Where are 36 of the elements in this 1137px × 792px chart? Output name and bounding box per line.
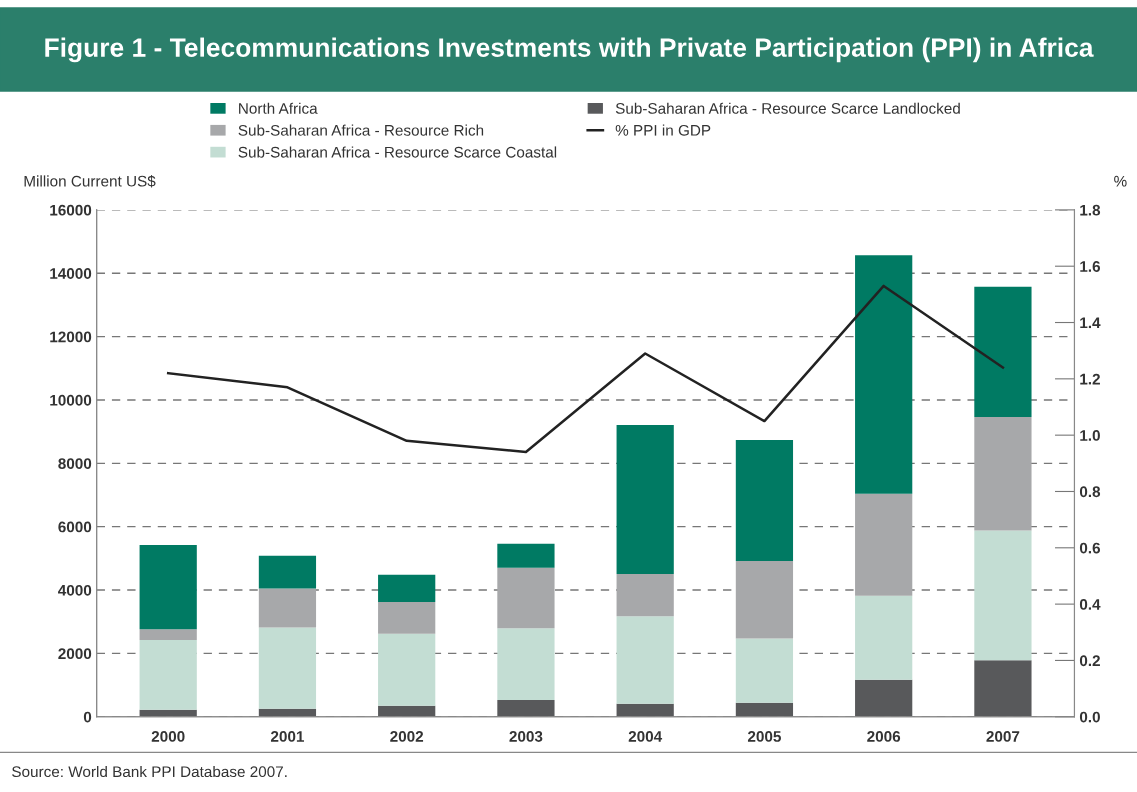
y2-tick-label: 1.6 [1080, 261, 1101, 272]
x-tick-label: 2001 [270, 731, 305, 742]
y-tick-label: 12000 [50, 331, 92, 343]
x-tick-label: 2002 [390, 731, 424, 742]
y2-tick-label: 1.0 [1080, 430, 1100, 441]
y-axis-title: Million Current US$ [24, 175, 156, 188]
y-tick-label: 8000 [58, 458, 92, 470]
x-tick-label: 2006 [867, 731, 901, 742]
y2-tick-label: 1.2 [1080, 373, 1100, 385]
y-tick-label: 16000 [50, 204, 92, 216]
x-tick-label: 2005 [747, 731, 781, 742]
y-tick-label: 4000 [58, 584, 92, 596]
y2-tick-label: 0.6 [1079, 542, 1101, 554]
x-tick-label: 2007 [986, 731, 1020, 742]
legend-label: North Africa [239, 102, 318, 114]
y-tick-label: 2000 [58, 648, 92, 660]
y-tick-label: 14000 [50, 268, 92, 279]
y2-tick-label: 0.2 [1079, 655, 1100, 667]
y2-tick-label: 1.4 [1080, 317, 1101, 329]
source-note: Source: World Bank PPI Database 2007. [12, 765, 287, 778]
x-tick-label: 2003 [509, 731, 543, 742]
y-tick-label: 6000 [58, 521, 92, 533]
x-tick-label: 2004 [628, 731, 663, 742]
legend-label: Sub-Saharan Africa - Resource Scarce Coastal [238, 146, 557, 158]
legend-label: Sub-Saharan Africa - Resource Scarce Landlocked [615, 102, 960, 114]
y2-tick-label: 0.0 [1079, 711, 1100, 723]
y2-tick-label: 0.4 [1079, 598, 1101, 610]
y-tick-label: 10000 [50, 394, 92, 406]
legend-label: Sub-Saharan Africa - Resource Rich [238, 124, 484, 136]
y2-tick-label: 0.8 [1079, 486, 1101, 498]
y2-axis-title: % [1114, 175, 1127, 187]
legend-label: % PPI in GDP [615, 124, 711, 136]
chart-title: Figure 1 - Telecommunications Investments with Private Participation (PPI) in Africa [45, 37, 1094, 63]
y2-tick-label: 1.8 [1080, 204, 1101, 216]
y-tick-label: 0 [83, 711, 92, 723]
x-tick-label: 2000 [151, 731, 185, 742]
